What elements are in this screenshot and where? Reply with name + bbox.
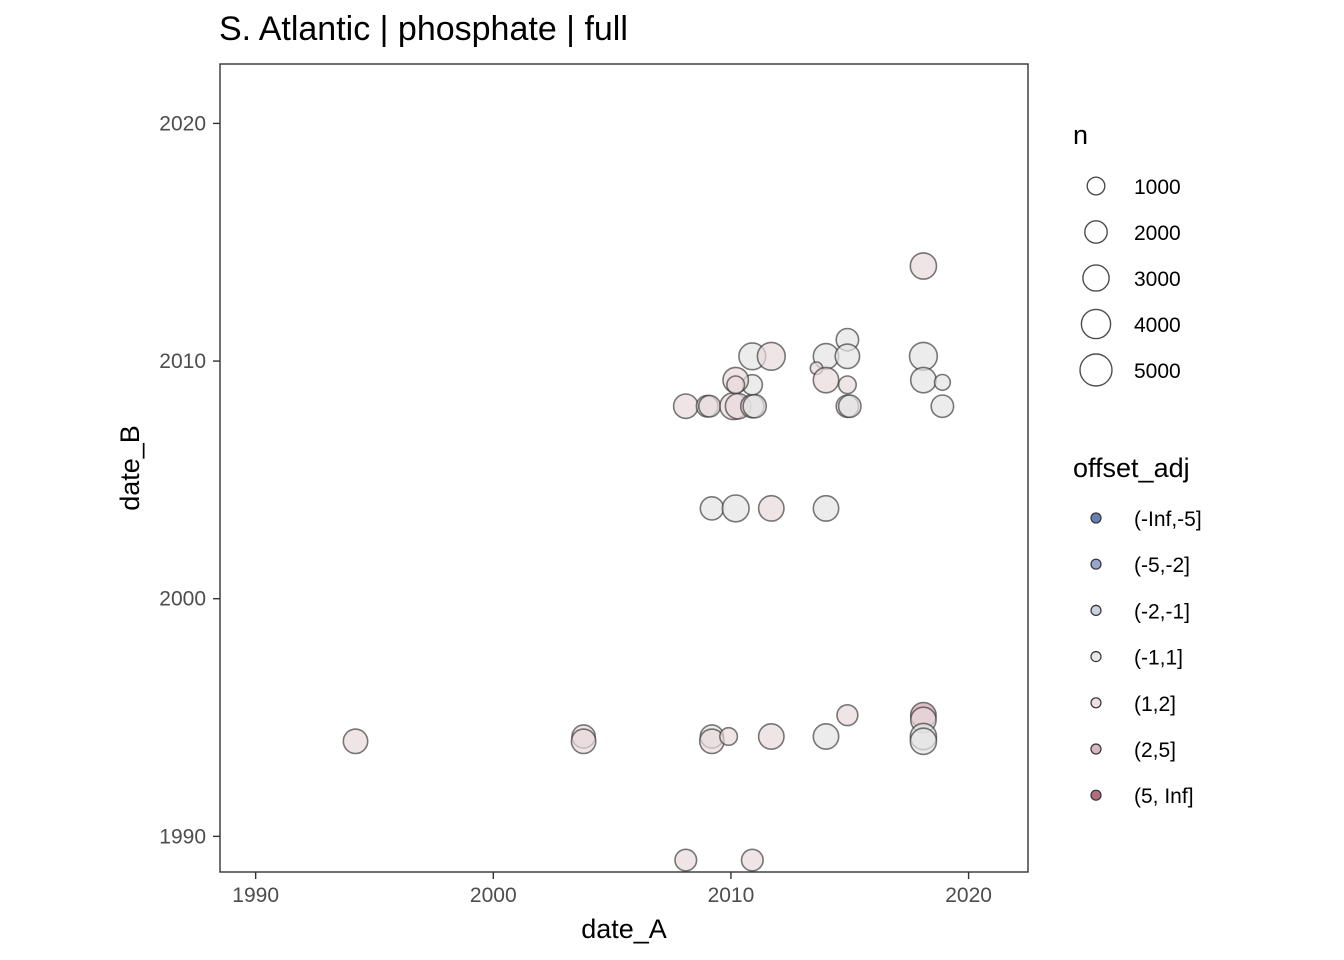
color-legend-label: (1,2] bbox=[1134, 693, 1176, 716]
data-point bbox=[834, 343, 861, 370]
data-point bbox=[726, 375, 746, 395]
size-legend: n 1000 2000 3000 4000 5000 bbox=[1073, 120, 1181, 387]
size-legend-label: 1000 bbox=[1134, 176, 1181, 199]
data-point bbox=[342, 728, 369, 755]
data-point bbox=[740, 848, 764, 872]
data-point bbox=[757, 494, 785, 522]
x-tick-label: 2000 bbox=[470, 884, 517, 907]
data-point bbox=[721, 494, 750, 523]
data-point bbox=[909, 366, 937, 394]
x-tick-label: 1990 bbox=[232, 884, 279, 907]
color-legend-key bbox=[1090, 789, 1102, 801]
data-point bbox=[812, 366, 840, 394]
x-axis-title: date_A bbox=[581, 914, 667, 944]
color-legend-label: (-1,1] bbox=[1134, 647, 1183, 670]
color-legend-label: (5, Inf] bbox=[1134, 785, 1194, 808]
chart-title: S. Atlantic | phosphate | full bbox=[219, 10, 628, 48]
size-legend-label: 4000 bbox=[1134, 314, 1181, 337]
data-point bbox=[812, 722, 840, 750]
size-legend-label: 3000 bbox=[1134, 268, 1181, 291]
y-axis-title: date_B bbox=[115, 425, 145, 511]
color-legend: offset_adj (-Inf,-5] (-5,-2] (-2,-1] (-1,1]… bbox=[1073, 453, 1202, 808]
data-point bbox=[933, 373, 952, 392]
color-legend-label: (2,5] bbox=[1134, 739, 1176, 762]
size-legend-label: 2000 bbox=[1134, 222, 1181, 245]
y-tick-label: 1990 bbox=[159, 825, 206, 848]
color-legend-label: (-5,-2] bbox=[1134, 554, 1190, 577]
size-legend-key bbox=[1082, 264, 1110, 292]
data-point bbox=[836, 703, 859, 727]
data-point bbox=[930, 394, 955, 419]
y-tick-label: 2020 bbox=[159, 112, 206, 135]
data-point bbox=[674, 848, 698, 872]
plot-panel-border bbox=[219, 63, 1029, 873]
size-legend-key bbox=[1086, 176, 1106, 196]
y-tick-label: 2000 bbox=[159, 588, 206, 611]
color-legend-key bbox=[1090, 697, 1102, 709]
color-legend-key bbox=[1090, 558, 1102, 570]
x-axis: 1990 2000 2010 2020 bbox=[232, 872, 992, 907]
data-point bbox=[570, 728, 597, 755]
data-point bbox=[837, 394, 862, 419]
y-axis: 1990 2000 2010 2020 bbox=[159, 112, 220, 848]
data-point bbox=[908, 341, 939, 371]
color-legend-title: offset_adj bbox=[1073, 453, 1190, 483]
data-point bbox=[699, 495, 725, 521]
data-point bbox=[812, 494, 840, 522]
x-tick-label: 2010 bbox=[708, 884, 755, 907]
x-tick-label: 2020 bbox=[945, 884, 992, 907]
data-point bbox=[756, 341, 786, 371]
points-layer bbox=[342, 252, 955, 872]
color-legend-key bbox=[1090, 743, 1102, 755]
data-point bbox=[742, 393, 768, 419]
color-legend-label: (-Inf,-5] bbox=[1134, 508, 1202, 531]
color-legend-key bbox=[1090, 650, 1102, 663]
color-legend-label: (-2,-1] bbox=[1134, 600, 1190, 623]
data-point bbox=[909, 252, 938, 280]
color-legend-key bbox=[1090, 512, 1102, 524]
data-point bbox=[757, 722, 785, 750]
data-point bbox=[718, 726, 739, 747]
size-legend-label: 5000 bbox=[1134, 360, 1181, 383]
size-legend-key bbox=[1079, 353, 1113, 387]
size-legend-title: n bbox=[1073, 120, 1088, 150]
size-legend-key bbox=[1080, 308, 1112, 340]
data-point bbox=[837, 375, 858, 395]
y-tick-label: 2010 bbox=[159, 350, 206, 373]
color-legend-key bbox=[1090, 604, 1102, 617]
data-point bbox=[672, 393, 699, 420]
data-point bbox=[909, 727, 938, 756]
data-point bbox=[697, 394, 722, 418]
size-legend-key bbox=[1084, 220, 1108, 244]
